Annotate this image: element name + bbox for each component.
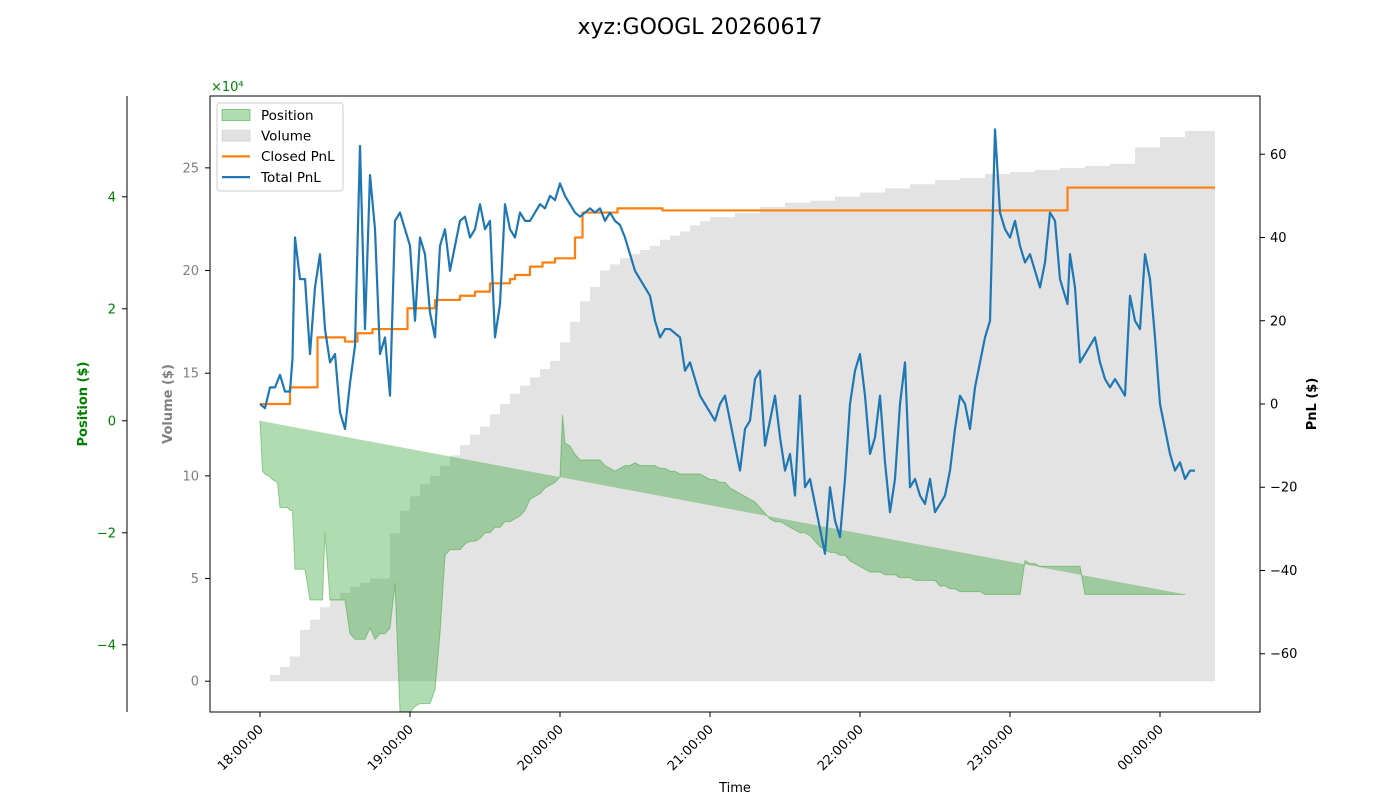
- legend-box: [216, 102, 344, 192]
- position-axis-multiplier: ×10⁴: [211, 80, 244, 95]
- time-axis-label: Time: [718, 781, 751, 796]
- volume-axis-ticks: 0 5 10 15 20 25: [182, 161, 210, 690]
- total-pnl-line: [259, 128, 1195, 555]
- position-area-layer: [259, 415, 1185, 713]
- closed-pnl-line: [260, 186, 1215, 406]
- pnl-axis-ticks: −60 −40 −20 0 20 40 60: [1260, 148, 1297, 662]
- time-tick-label: 21:00:00: [665, 722, 717, 774]
- position-axis-label: Position ($): [76, 362, 91, 447]
- time-tick-label: 23:00:00: [965, 722, 1017, 774]
- position-tick-label: 4: [108, 190, 116, 205]
- position-tick-label: −2: [97, 526, 116, 541]
- legend-swatch: [221, 109, 251, 121]
- pnl-tick-label: −20: [1270, 481, 1297, 496]
- time-tick-label: 19:00:00: [365, 722, 417, 774]
- chart-title: xyz:GOOGL 20260617: [578, 15, 823, 40]
- volume-tick-label: 20: [182, 264, 199, 279]
- pnl-tick-label: 0: [1270, 398, 1278, 413]
- pnl-tick-label: 60: [1270, 148, 1287, 163]
- volume-area: [260, 130, 1215, 682]
- position-tick-label: 2: [108, 302, 116, 317]
- legend-label: Total PnL: [260, 170, 321, 186]
- position-tick-label: −4: [97, 638, 116, 653]
- volume-tick-label: 10: [182, 469, 199, 484]
- legend-label: Position: [261, 108, 314, 124]
- time-tick-label: 20:00:00: [515, 722, 567, 774]
- legend-label: Volume: [261, 129, 311, 145]
- volume-tick-label: 25: [182, 161, 199, 176]
- time-tick-label: 18:00:00: [215, 722, 267, 774]
- closed-pnl-layer: [260, 186, 1215, 406]
- pnl-tick-label: 20: [1270, 314, 1287, 329]
- position-area: [259, 415, 1185, 713]
- pnl-tick-label: −40: [1270, 564, 1297, 579]
- position-tick-label: 0: [108, 414, 116, 429]
- pnl-axis-label: PnL ($): [1305, 378, 1320, 431]
- time-axis-ticks: 18:00:00 19:00:00 20:00:00 21:00:00 22:00:00…: [215, 712, 1167, 774]
- volume-tick-label: 5: [191, 572, 199, 587]
- volume-axis-label: Volume ($): [161, 364, 176, 444]
- volume-area-layer: [260, 130, 1215, 682]
- legend: Position Volume Closed PnL Total PnL: [216, 102, 344, 192]
- pnl-tick-label: −60: [1270, 647, 1297, 662]
- legend-label: Closed PnL: [261, 149, 335, 165]
- time-tick-label: 22:00:00: [815, 722, 867, 774]
- volume-tick-label: 0: [191, 675, 199, 690]
- pnl-tick-label: 40: [1270, 231, 1287, 246]
- volume-tick-label: 15: [182, 367, 199, 382]
- legend-swatch: [221, 129, 251, 142]
- position-axis-ticks: −4 −2 0 2 4: [97, 190, 127, 653]
- time-tick-label: 00:00:00: [1115, 722, 1167, 774]
- total-pnl-layer: [259, 128, 1195, 555]
